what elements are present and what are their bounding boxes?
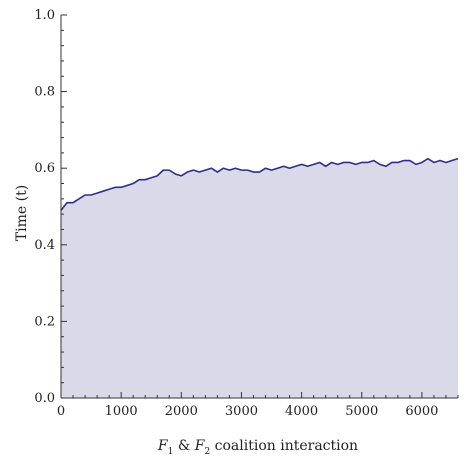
x-axis-title-rest: coalition interaction (210, 438, 358, 454)
axes: 0.0 0.2 0.4 0.6 0.8 1.0 0 1000 2000 3000 4000 5000 6… (34, 8, 459, 419)
y-tick-label: 0.6 (34, 161, 55, 176)
y-tick-label: 1.0 (34, 8, 55, 23)
x-tick-label: 5000 (345, 404, 378, 419)
x-axis-title-amp: & (173, 438, 194, 454)
y-tick-label: 0.2 (34, 314, 55, 329)
x-tick-label: 4000 (285, 404, 318, 419)
x-axis-title-f1-sub: 1 (168, 447, 174, 457)
x-tick-label: 1000 (105, 404, 138, 419)
y-tick-label: 0.8 (34, 85, 55, 100)
series-line (60, 157, 459, 211)
x-axis-title: F1 & F2 coalition interaction (157, 438, 358, 457)
x-tick-label: 3000 (225, 404, 258, 419)
x-axis-title-f2-sub: 2 (204, 447, 210, 457)
y-tick-label: 0.0 (34, 391, 55, 406)
y-axis-title: Time (t) (14, 185, 30, 241)
series-area-fill (61, 158, 458, 398)
x-axis-title-f2-letter: F (194, 438, 206, 454)
x-axis-title-f1-letter: F (157, 438, 169, 454)
x-tick-label: 0 (57, 404, 65, 419)
x-tick-label: 2000 (165, 404, 198, 419)
plot-area (60, 157, 459, 398)
x-tick-label: 6000 (405, 404, 438, 419)
y-tick-label: 0.4 (34, 238, 55, 253)
